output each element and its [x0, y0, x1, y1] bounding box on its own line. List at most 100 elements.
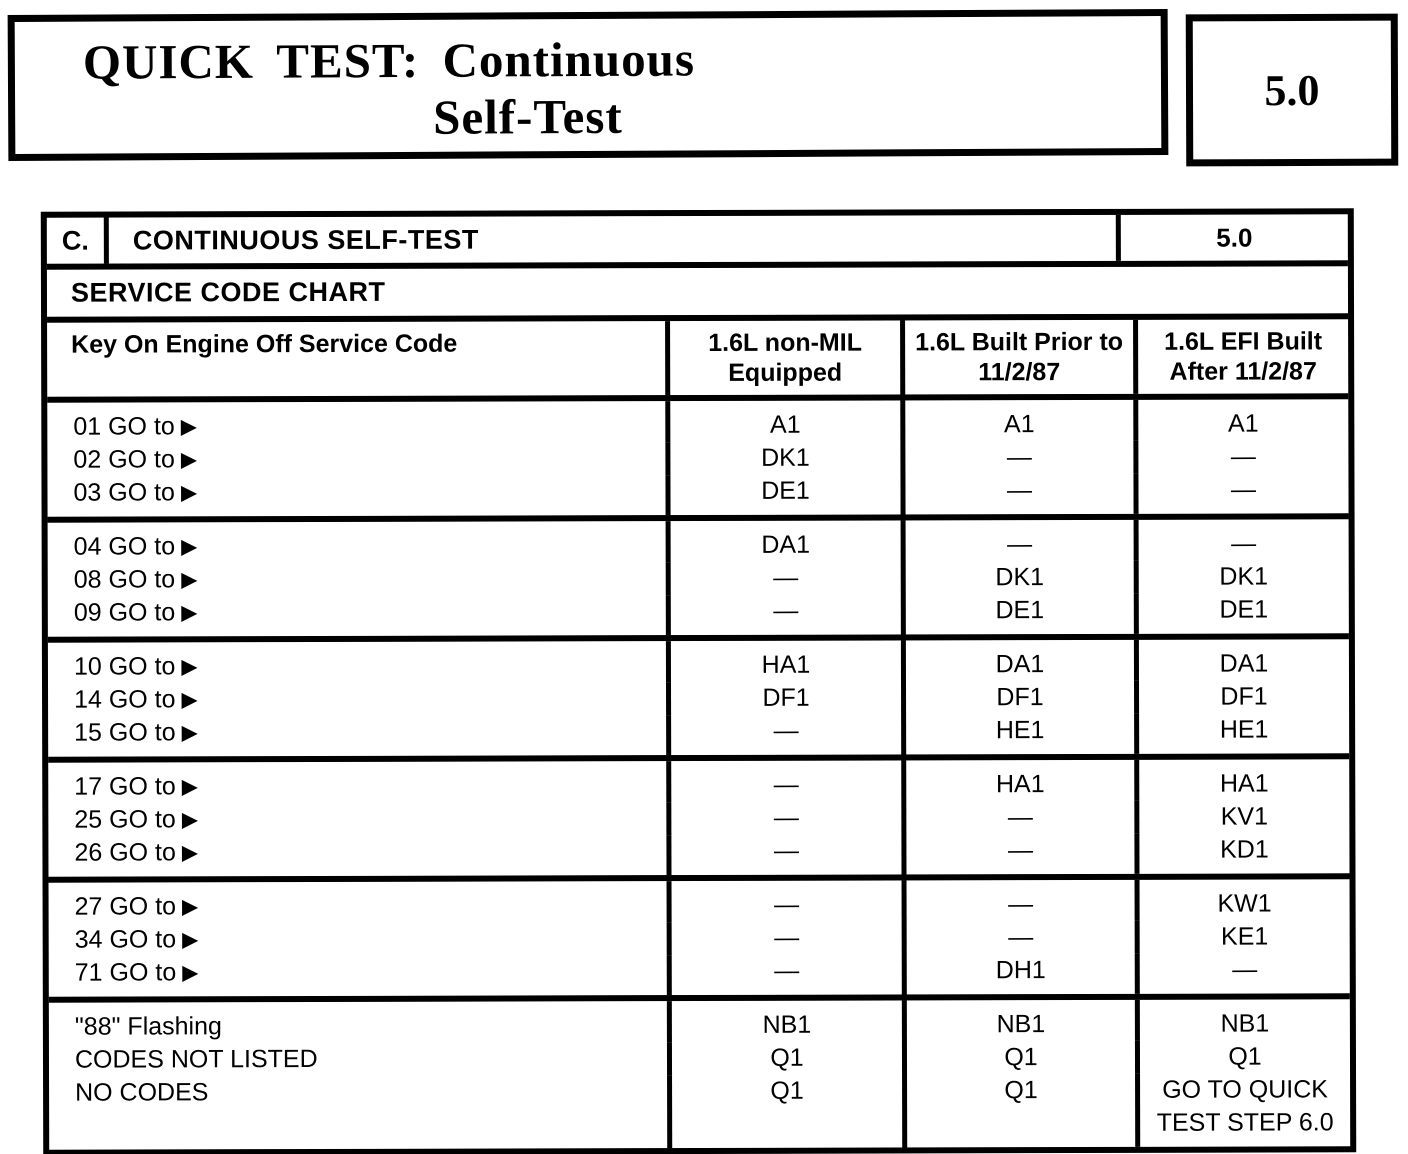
go-to-arrow-icon: ▶	[180, 448, 198, 472]
code-band: "88" Flashing NB1 NB1 NB1 CODES NOT LIST…	[48, 993, 1351, 1150]
code-band: 04 GO to ▶ DA1 — — 08 GO to ▶ — DK1 DK1 09…	[47, 513, 1349, 637]
code-band: 10 GO to ▶ HA1 DA1 DA1 14 GO to ▶ DF1 DF1 …	[47, 633, 1350, 757]
service-code-label: 14 GO to ▶	[74, 685, 198, 714]
code-cell: A1	[900, 399, 1134, 442]
chart-title-row: SERVICE CODE CHART	[46, 266, 1349, 323]
code-band: 27 GO to ▶ — — KW1 34 GO to ▶ — — KE1 71 G…	[48, 873, 1350, 997]
code-cell: DE1	[900, 593, 1134, 635]
code-cell: DF1	[900, 680, 1135, 715]
service-code-label: 25 GO to ▶	[74, 805, 198, 834]
chart-title: SERVICE CODE CHART	[70, 276, 386, 308]
column-header: 1.6L EFI Built After 11/2/87	[1133, 319, 1349, 394]
code-cell: —	[666, 801, 902, 836]
code-cell: —	[901, 833, 1135, 875]
go-to-arrow-icon: ▶	[181, 808, 198, 832]
code-cell: —	[900, 519, 1134, 562]
go-to-arrow-icon: ▶	[181, 841, 199, 865]
code-cell: HA1	[665, 640, 901, 683]
code-cell: —	[666, 760, 902, 803]
go-to-arrow-icon: ▶	[180, 481, 198, 505]
service-code-label: 26 GO to ▶	[74, 838, 199, 867]
code-cell: DH1	[901, 953, 1135, 995]
code-cell: HA1	[901, 759, 1135, 802]
service-code-label: 01 GO to ▶	[73, 412, 197, 441]
code-cell: —	[1134, 953, 1350, 994]
go-to-arrow-icon: ▶	[181, 568, 198, 592]
service-code-label: 09 GO to ▶	[73, 598, 198, 627]
service-code-label: NO CODES	[75, 1078, 209, 1107]
code-cell: Q1	[1134, 1040, 1351, 1074]
code-cell: —	[1133, 440, 1349, 474]
service-code-label: 03 GO to ▶	[73, 478, 198, 507]
code-cell: —	[901, 800, 1135, 835]
go-to-arrow-icon: ▶	[182, 895, 199, 919]
table-section-row: C. CONTINUOUS SELF-TEST 5.0	[46, 214, 1348, 270]
code-cell: DA1	[900, 639, 1134, 682]
code-cell: HE1	[1134, 713, 1350, 754]
code-cell: Q1	[901, 1040, 1136, 1075]
code-band: 17 GO to ▶ — HA1 HA1 25 GO to ▶ — — KV1 26…	[48, 753, 1350, 877]
code-cell: —	[1133, 519, 1349, 561]
code-cell: —	[900, 440, 1134, 475]
code-cell: DA1	[665, 520, 901, 563]
go-to-arrow-icon: ▶	[182, 928, 199, 952]
code-cell: Q1	[902, 1073, 1136, 1148]
service-code-label: 04 GO to ▶	[73, 532, 198, 561]
code-cell: Q1	[667, 1074, 903, 1149]
column-header: 1.6L non-MIL Equipped	[665, 320, 901, 396]
code-cell: KV1	[1134, 800, 1350, 834]
service-code-label: CODES NOT LISTED	[74, 1044, 318, 1074]
code-cell: NB1	[1134, 999, 1350, 1041]
code-cell: —	[665, 594, 901, 636]
code-cell: —	[665, 561, 901, 596]
section-number-box: 5.0	[1185, 13, 1399, 167]
page-subtitle: Self-Test	[433, 88, 623, 145]
go-to-arrow-icon: ▶	[181, 688, 198, 712]
code-cell: —	[666, 954, 902, 996]
table-section-title: CONTINUOUS SELF-TEST	[132, 224, 479, 255]
code-cell: DK1	[1133, 560, 1349, 594]
code-cell: DF1	[666, 681, 902, 716]
go-to-arrow-icon: ▶	[181, 601, 198, 625]
service-code-label: 02 GO to ▶	[73, 445, 198, 474]
go-to-arrow-icon: ▶	[182, 961, 199, 985]
code-cell: —	[1133, 473, 1349, 514]
code-cell: NB1	[666, 1000, 902, 1043]
code-cell: DA1	[1133, 639, 1349, 681]
code-cell: HE1	[901, 713, 1135, 755]
table-section-number: 5.0	[1115, 214, 1348, 261]
service-code-label: 17 GO to ▶	[74, 772, 198, 801]
section-letter: C.	[46, 217, 109, 264]
column-header: Key On Engine Off Service Code	[71, 329, 458, 359]
code-cell: HA1	[1134, 759, 1350, 801]
column-header-row: Key On Engine Off Service Code 1.6L non-…	[47, 319, 1349, 403]
service-code-label: 71 GO to ▶	[74, 958, 199, 987]
service-code-label: 34 GO to ▶	[74, 925, 199, 954]
code-cell: DK1	[665, 441, 901, 476]
service-code-label: 27 GO to ▶	[74, 892, 199, 921]
service-code-label: "88" Flashing	[74, 1012, 222, 1041]
code-cell: —	[900, 473, 1134, 515]
code-cell: DK1	[900, 560, 1134, 595]
go-to-arrow-icon: ▶	[181, 535, 198, 559]
code-cell: DE1	[665, 474, 901, 516]
code-cell: —	[901, 920, 1135, 955]
code-cell: A1	[665, 400, 901, 443]
code-cell: —	[666, 880, 902, 923]
code-band: 01 GO to ▶ A1 A1 A1 02 GO to ▶ DK1 — — 03 …	[47, 399, 1349, 516]
page-title: QUICK TEST: Continuous	[82, 31, 696, 90]
code-cell: —	[666, 714, 902, 756]
code-cell: A1	[1133, 399, 1349, 441]
go-to-arrow-icon: ▶	[181, 775, 198, 799]
code-cell: DF1	[1133, 680, 1350, 714]
section-number: 5.0	[1264, 65, 1320, 115]
code-cell: DE1	[1133, 593, 1349, 634]
code-cell: Q1	[666, 1041, 903, 1076]
column-header: 1.6L Built Prior to 11/2/87	[900, 319, 1134, 395]
service-code-label: 10 GO to ▶	[73, 652, 198, 681]
code-cell: KE1	[1134, 920, 1350, 954]
code-cell: NB1	[901, 999, 1135, 1042]
go-to-arrow-icon: ▶	[180, 415, 197, 439]
go-to-arrow-icon: ▶	[181, 655, 198, 679]
